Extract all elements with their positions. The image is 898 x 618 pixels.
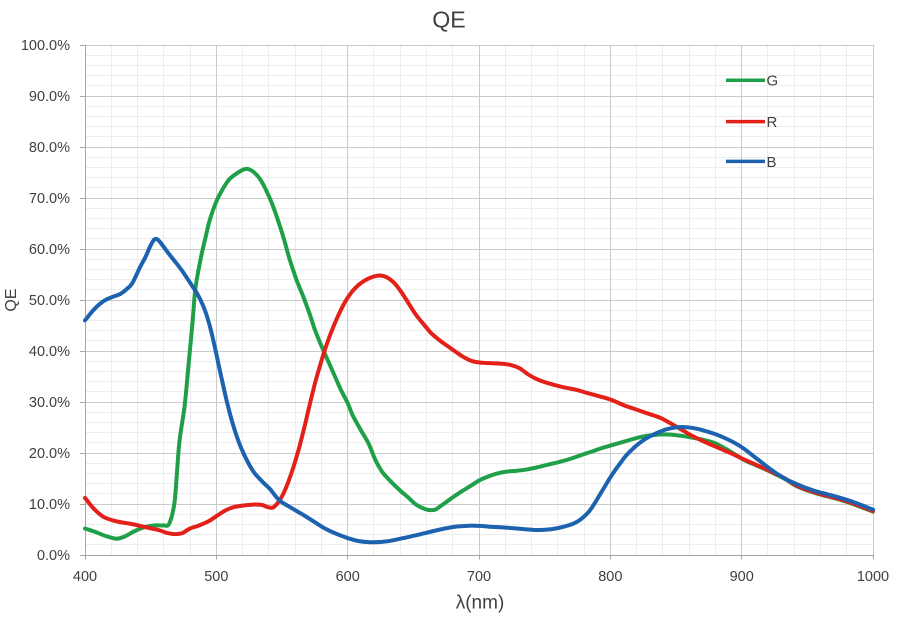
svg-text:600: 600 bbox=[336, 569, 360, 585]
svg-text:10.0%: 10.0% bbox=[29, 497, 70, 513]
svg-text:90.0%: 90.0% bbox=[29, 89, 70, 105]
svg-text:100.0%: 100.0% bbox=[21, 38, 70, 54]
svg-text:70.0%: 70.0% bbox=[29, 191, 70, 207]
svg-text:900: 900 bbox=[730, 569, 754, 585]
svg-text:50.0%: 50.0% bbox=[29, 293, 70, 309]
svg-text:40.0%: 40.0% bbox=[29, 344, 70, 360]
svg-text:700: 700 bbox=[467, 569, 491, 585]
svg-text:QE: QE bbox=[3, 288, 20, 311]
svg-text:λ(nm): λ(nm) bbox=[456, 593, 505, 614]
svg-text:1000: 1000 bbox=[857, 569, 889, 585]
svg-text:G: G bbox=[767, 73, 779, 90]
svg-text:0.0%: 0.0% bbox=[37, 548, 70, 564]
svg-text:R: R bbox=[767, 114, 778, 131]
svg-text:80.0%: 80.0% bbox=[29, 140, 70, 156]
svg-text:500: 500 bbox=[204, 569, 228, 585]
svg-text:20.0%: 20.0% bbox=[29, 446, 70, 462]
svg-text:30.0%: 30.0% bbox=[29, 395, 70, 411]
svg-text:400: 400 bbox=[73, 569, 97, 585]
svg-text:QE: QE bbox=[432, 7, 466, 33]
svg-text:800: 800 bbox=[598, 569, 622, 585]
svg-text:B: B bbox=[767, 154, 777, 171]
svg-text:60.0%: 60.0% bbox=[29, 242, 70, 258]
